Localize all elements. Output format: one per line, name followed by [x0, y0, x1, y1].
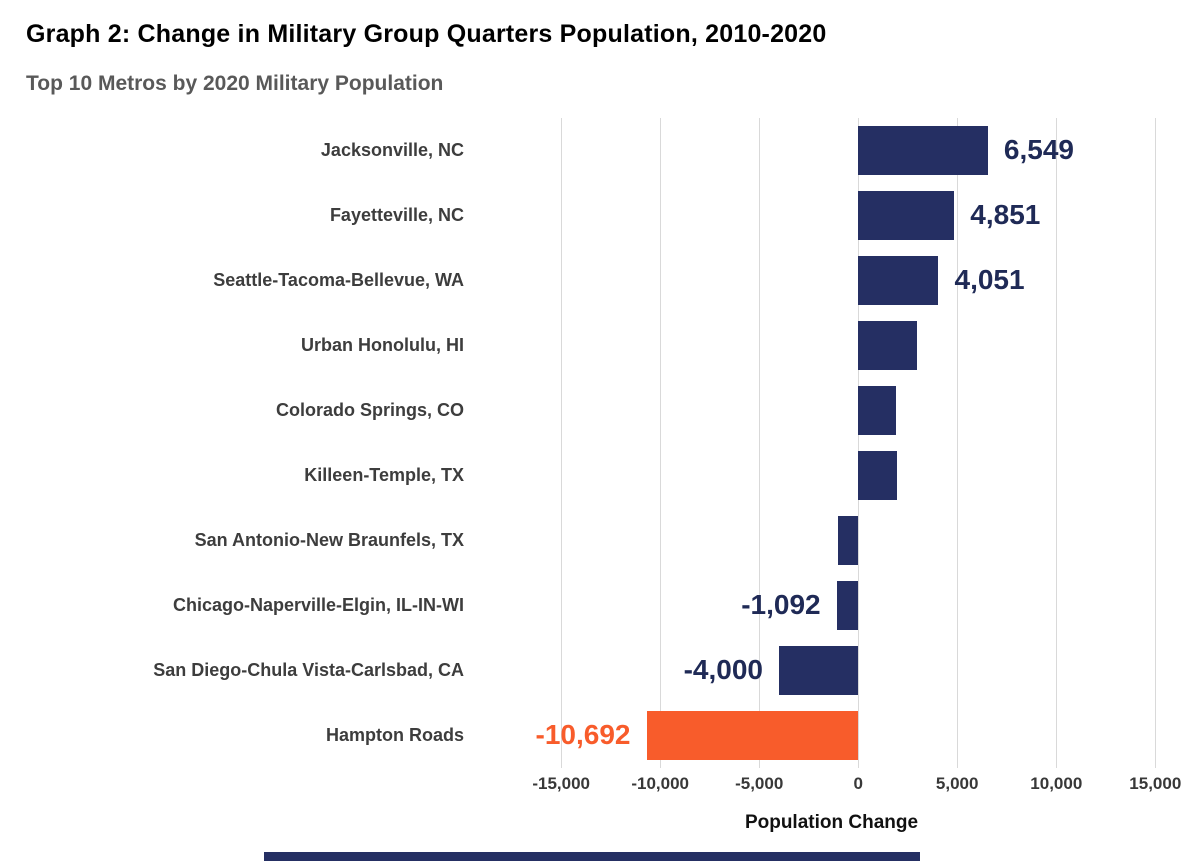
category-label: Jacksonville, NC	[320, 140, 464, 160]
gridline	[561, 118, 563, 768]
chart-row: San Antonio-New Braunfels, TX	[0, 508, 1183, 573]
x-axis-title: Population Change	[744, 812, 919, 833]
category-label: Fayetteville, NC	[329, 205, 464, 225]
chart-row: Hampton Roads -10,692	[0, 703, 1183, 768]
gridline	[858, 118, 860, 768]
x-tick-label: -15,000	[532, 774, 591, 793]
bar	[858, 191, 955, 240]
bar	[858, 321, 917, 370]
chart-row: Chicago-Naperville-Elgin, IL-IN-WI -1,092	[0, 573, 1183, 638]
chart-row: San Diego-Chula Vista-Carlsbad, CA -4,000	[0, 638, 1183, 703]
chart-row: Killeen-Temple, TX	[0, 443, 1183, 508]
x-tick-label: 5,000	[935, 774, 979, 793]
data-label: -1,092	[741, 589, 821, 620]
x-tick-label: 10,000	[1030, 774, 1083, 793]
category-label: San Antonio-New Braunfels, TX	[194, 530, 464, 550]
chart-row: Seattle-Tacoma-Bellevue, WA 4,051	[0, 248, 1183, 313]
bar	[858, 126, 988, 175]
bar	[779, 646, 859, 695]
bar	[836, 581, 859, 630]
chart-row: Urban Honolulu, HI	[0, 313, 1183, 378]
gridline	[1155, 118, 1157, 768]
category-label: Hampton Roads	[325, 725, 464, 745]
gridline	[759, 118, 761, 768]
category-label: Colorado Springs, CO	[275, 400, 464, 420]
bar	[858, 256, 939, 305]
gridline	[957, 118, 959, 768]
category-label: Urban Honolulu, HI	[301, 335, 464, 355]
data-label: -10,692	[535, 719, 631, 750]
bar	[838, 516, 859, 565]
category-label: Killeen-Temple, TX	[304, 465, 464, 485]
chart-title: Graph 2: Change in Military Group Quarte…	[26, 20, 827, 48]
chart-row: Jacksonville, NC 6,549	[0, 118, 1183, 183]
gridline	[660, 118, 662, 768]
x-tick-label: -5,000	[735, 774, 784, 793]
category-label: Seattle-Tacoma-Bellevue, WA	[213, 270, 464, 290]
bar	[858, 451, 897, 500]
chart-row: Colorado Springs, CO	[0, 378, 1183, 443]
x-axis: -15,000 -10,000 -5,000 0 5,000 10,000 15,000	[0, 772, 1183, 802]
data-label: 6,549	[1003, 134, 1074, 165]
data-label: 4,051	[954, 264, 1025, 295]
chart-row: Fayetteville, NC 4,851	[0, 183, 1183, 248]
category-label: San Diego-Chula Vista-Carlsbad, CA	[153, 660, 464, 680]
bar	[646, 711, 859, 760]
footer-accent-bar	[264, 852, 920, 861]
category-label: Chicago-Naperville-Elgin, IL-IN-WI	[172, 595, 464, 615]
x-tick-label: -10,000	[631, 774, 690, 793]
chart-subtitle: Top 10 Metros by 2020 Military Populatio…	[26, 72, 444, 95]
data-label: 4,851	[970, 199, 1041, 230]
data-label: -4,000	[683, 654, 763, 685]
bar-chart-plot-area: Jacksonville, NC 6,549 Fayetteville, NC 4,8…	[0, 118, 1183, 768]
x-tick-label: 15,000	[1129, 774, 1182, 793]
x-tick-label: 0	[853, 774, 863, 793]
bar	[858, 386, 896, 435]
gridline	[1056, 118, 1058, 768]
